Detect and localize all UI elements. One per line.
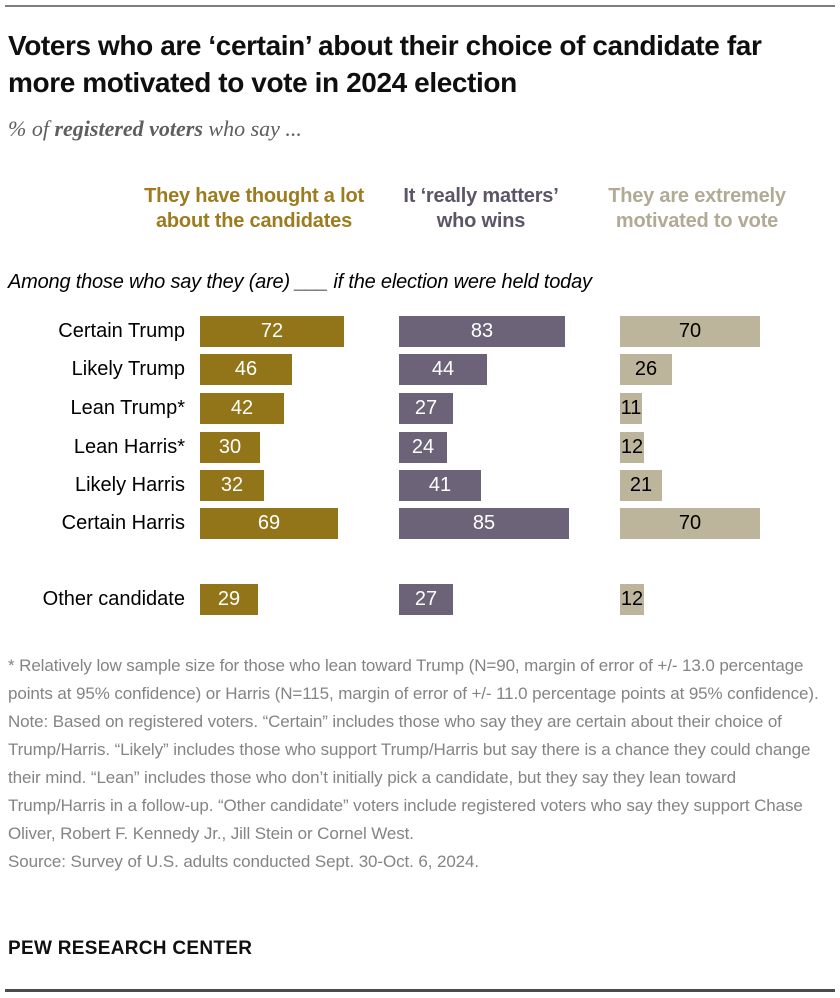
bar-value-label: 70 [678, 512, 702, 534]
chart-annotation: Among those who say they (are) ___ if th… [8, 271, 592, 293]
column-header-really-matters: It ‘really matters’ who wins [361, 184, 601, 234]
bar-extremely-motivated: 21 [620, 470, 662, 501]
bar-value-label: 29 [217, 588, 241, 610]
subtitle-suffix: who say ... [202, 116, 302, 141]
bar-thought-a-lot: 46 [200, 354, 292, 385]
subtitle-prefix: % of [8, 116, 55, 141]
bar-really-matters: 41 [399, 470, 481, 501]
bar-extremely-motivated: 26 [620, 354, 672, 385]
row-label: Certain Trump [58, 320, 185, 342]
bar-value-label: 12 [620, 588, 644, 610]
pew-research-center-logo: PEW RESEARCH CENTER [8, 938, 253, 959]
column-header-line: They have thought a lot [144, 185, 364, 207]
subtitle-bold: registered voters [54, 116, 203, 141]
column-header-line: It ‘really matters’ [403, 185, 559, 207]
bar-value-label: 21 [629, 474, 653, 496]
row-label: Other candidate [42, 588, 185, 610]
bar-really-matters: 83 [399, 316, 565, 347]
bar-extremely-motivated: 12 [620, 584, 644, 615]
chart-row: Other candidate 29 27 12 [0, 584, 840, 615]
chart-row: Likely Harris 32 41 21 [0, 470, 840, 501]
bar-value-label: 11 [620, 397, 642, 419]
bar-value-label: 24 [411, 436, 435, 458]
bar-really-matters: 27 [399, 393, 453, 424]
footnote-source: Source: Survey of U.S. adults conducted … [8, 852, 480, 871]
bar-value-label: 27 [414, 397, 438, 419]
footnote-asterisk: * Relatively low sample size for those w… [8, 656, 819, 703]
column-header-line: They are extremely [608, 185, 786, 207]
bar-value-label: 41 [428, 474, 452, 496]
bar-thought-a-lot: 42 [200, 393, 284, 424]
footnote-block: * Relatively low sample size for those w… [8, 652, 822, 876]
column-header-thought-a-lot: They have thought a lot about the candid… [114, 184, 394, 234]
bottom-divider [5, 989, 835, 992]
bar-value-label: 72 [260, 320, 284, 342]
bar-thought-a-lot: 30 [200, 432, 260, 463]
bar-value-label: 83 [470, 320, 494, 342]
column-header-extremely-motivated: They are extremely motivated to vote [557, 184, 837, 234]
bar-value-label: 26 [634, 358, 658, 380]
bar-really-matters: 24 [399, 432, 447, 463]
bar-extremely-motivated: 12 [620, 432, 644, 463]
bar-chart: Certain Trump 72 83 70 Likely Trump 46 44 26 Lea… [0, 316, 840, 656]
row-label: Likely Harris [74, 474, 185, 496]
bar-value-label: 70 [678, 320, 702, 342]
bar-extremely-motivated: 70 [620, 508, 760, 539]
bar-extremely-motivated: 70 [620, 316, 760, 347]
row-label: Lean Trump* [70, 397, 185, 419]
bar-really-matters: 85 [399, 508, 569, 539]
chart-row: Likely Trump 46 44 26 [0, 354, 840, 385]
chart-row: Certain Harris 69 85 70 [0, 508, 840, 539]
bar-value-label: 30 [218, 436, 242, 458]
row-label: Likely Trump [71, 358, 185, 380]
bar-value-label: 12 [620, 436, 644, 458]
row-label: Certain Harris [61, 512, 185, 534]
bar-value-label: 42 [230, 397, 254, 419]
bar-thought-a-lot: 29 [200, 584, 258, 615]
bar-really-matters: 27 [399, 584, 453, 615]
chart-row: Certain Trump 72 83 70 [0, 316, 840, 347]
column-header-line: motivated to vote [615, 210, 779, 232]
bar-value-label: 27 [414, 588, 438, 610]
bar-extremely-motivated: 11 [620, 393, 642, 424]
chart-subtitle: % of registered voters who say ... [8, 116, 708, 142]
top-divider [5, 5, 835, 7]
bar-value-label: 32 [220, 474, 244, 496]
row-label: Lean Harris* [73, 436, 185, 458]
chart-row: Lean Trump* 42 27 11 [0, 393, 840, 424]
bar-value-label: 44 [431, 358, 455, 380]
page-title: Voters who are ‘certain’ about their cho… [8, 30, 762, 98]
bar-really-matters: 44 [399, 354, 487, 385]
column-header-line: about the candidates [155, 210, 353, 232]
bar-thought-a-lot: 32 [200, 470, 264, 501]
bar-thought-a-lot: 72 [200, 316, 344, 347]
bar-value-label: 69 [257, 512, 281, 534]
bar-thought-a-lot: 69 [200, 508, 338, 539]
bar-value-label: 46 [234, 358, 258, 380]
footnote-note: Note: Based on registered voters. “Certa… [8, 712, 811, 843]
chart-row: Lean Harris* 30 24 12 [0, 432, 840, 463]
bar-value-label: 85 [472, 512, 496, 534]
column-header-line: who wins [436, 210, 526, 232]
